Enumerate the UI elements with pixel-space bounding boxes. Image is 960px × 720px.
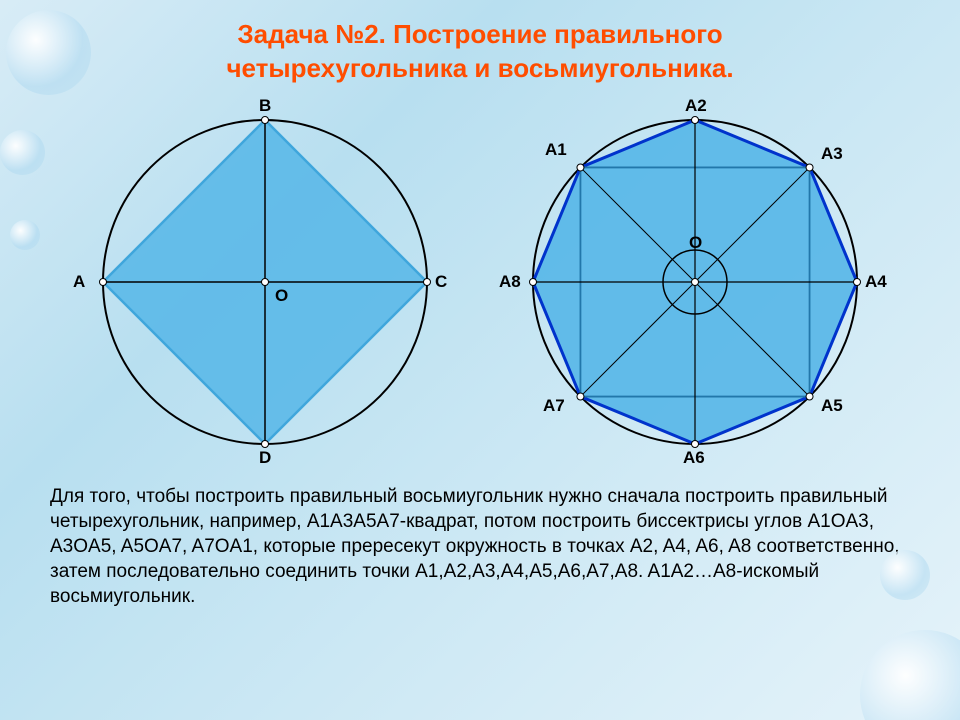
body-text: Для того, чтобы построить правильный вос…: [50, 484, 910, 609]
label-A7: A7: [543, 396, 565, 416]
label-A5: A5: [821, 396, 843, 416]
diagram-square: B A C D O: [55, 100, 475, 470]
label-O1: O: [275, 286, 288, 306]
title-line2: четырехугольника и восьмиугольника.: [226, 53, 733, 83]
label-C: C: [435, 272, 447, 292]
label-A3: A3: [821, 144, 843, 164]
diagram-octagon: A2 A1 A3 A4 A5 A6 A7 A8 O: [485, 100, 905, 470]
diagrams-row: B A C D O: [0, 100, 960, 470]
label-B: B: [259, 96, 271, 116]
label-D: D: [259, 448, 271, 468]
page-title: Задача №2. Построение правильного четыре…: [0, 0, 960, 94]
label-A1: A1: [545, 140, 567, 160]
label-O2: O: [689, 233, 702, 253]
label-A2: A2: [685, 96, 707, 116]
diagram-square-svg: [55, 100, 475, 470]
label-A4: A4: [865, 272, 887, 292]
label-A8: A8: [499, 272, 521, 292]
label-A: A: [73, 272, 85, 292]
title-line1: Задача №2. Построение правильного: [237, 19, 722, 49]
label-A6: A6: [683, 448, 705, 468]
